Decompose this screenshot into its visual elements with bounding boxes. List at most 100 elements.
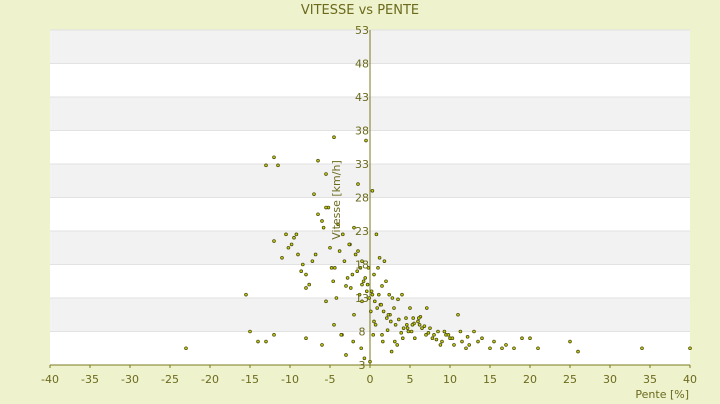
data-point xyxy=(389,349,394,354)
data-point xyxy=(345,276,350,280)
data-point xyxy=(387,292,392,297)
data-point xyxy=(422,324,427,328)
data-point xyxy=(340,232,345,237)
data-point xyxy=(476,339,480,344)
y-tick-label: 53 xyxy=(355,24,369,37)
data-point xyxy=(452,343,456,347)
data-point xyxy=(434,337,439,342)
data-point xyxy=(377,255,382,260)
data-point xyxy=(504,343,508,347)
data-point xyxy=(184,346,188,351)
data-point xyxy=(264,339,268,344)
x-tick-label: 40 xyxy=(683,373,697,386)
data-point xyxy=(401,326,406,330)
data-point xyxy=(430,336,435,341)
data-point xyxy=(500,346,504,351)
data-point xyxy=(388,319,393,324)
data-point xyxy=(390,296,395,300)
x-axis-label: Pente [%] xyxy=(635,388,689,400)
data-point xyxy=(386,312,391,317)
data-point xyxy=(356,249,360,253)
data-point xyxy=(416,319,420,324)
data-point xyxy=(312,192,316,196)
data-point xyxy=(392,339,397,344)
y-tick-label: 33 xyxy=(355,158,369,171)
data-point xyxy=(307,282,312,287)
x-tick-label: -15 xyxy=(241,373,259,386)
data-point xyxy=(400,292,404,297)
data-point xyxy=(256,339,260,344)
data-point xyxy=(432,333,436,337)
data-point xyxy=(296,252,300,257)
x-tick-label: 30 xyxy=(603,373,617,386)
data-point xyxy=(339,333,344,337)
data-point xyxy=(375,306,380,310)
data-point xyxy=(272,333,276,337)
data-point xyxy=(426,331,431,335)
data-point xyxy=(464,346,468,351)
data-point xyxy=(324,205,328,210)
data-point xyxy=(380,339,385,344)
y-tick-label: 18 xyxy=(355,259,369,272)
data-point xyxy=(405,326,410,330)
x-tick-label: -10 xyxy=(281,373,299,386)
data-point xyxy=(336,222,340,227)
data-point xyxy=(313,252,318,257)
data-point xyxy=(424,306,429,310)
data-point xyxy=(440,339,444,344)
data-point xyxy=(357,292,362,297)
data-point xyxy=(342,259,347,263)
data-point xyxy=(344,284,348,288)
data-point xyxy=(372,272,376,277)
data-point xyxy=(344,353,348,357)
data-point xyxy=(272,239,276,243)
data-point xyxy=(458,329,463,334)
data-points xyxy=(184,135,692,364)
data-point xyxy=(300,262,305,267)
data-point xyxy=(316,212,320,217)
data-point xyxy=(568,339,572,344)
data-point xyxy=(376,266,380,270)
y-tick-label: 48 xyxy=(355,58,369,71)
y-tick-label: 23 xyxy=(355,225,369,238)
data-point xyxy=(424,333,428,337)
data-point xyxy=(347,242,352,247)
data-point xyxy=(374,232,379,237)
data-point xyxy=(528,336,532,341)
data-point xyxy=(362,356,367,361)
data-point xyxy=(384,279,388,284)
data-point xyxy=(465,335,470,339)
data-point xyxy=(408,306,412,310)
data-point xyxy=(399,331,404,335)
data-point xyxy=(332,266,337,270)
data-point xyxy=(350,272,355,277)
data-point xyxy=(304,336,308,341)
data-point xyxy=(320,219,324,223)
data-point xyxy=(304,286,308,290)
data-point xyxy=(410,322,415,327)
chart-title: VITESSE vs PENTE xyxy=(301,3,419,18)
data-point xyxy=(393,322,398,327)
data-point xyxy=(280,255,284,260)
data-point xyxy=(286,245,291,250)
data-point xyxy=(520,336,524,341)
data-point xyxy=(316,158,320,163)
data-point xyxy=(359,346,364,351)
x-tick-label: -30 xyxy=(121,373,139,386)
data-point xyxy=(289,242,294,247)
data-point xyxy=(366,266,371,270)
data-point xyxy=(372,299,377,304)
data-point xyxy=(324,299,328,304)
x-tick-label: -5 xyxy=(325,373,336,386)
data-point xyxy=(373,322,378,327)
data-point xyxy=(331,279,336,284)
data-point xyxy=(376,292,381,297)
data-point xyxy=(276,163,280,168)
data-point xyxy=(299,269,304,274)
data-point xyxy=(360,259,364,263)
data-point xyxy=(310,259,315,263)
data-point xyxy=(352,225,356,230)
data-point xyxy=(368,309,373,314)
data-point xyxy=(364,138,368,143)
x-tick-labels: -40 -35 -30 -25 -20 -15 -10 -5 0 5 10 15 20 25 30 35 40 xyxy=(41,365,697,386)
